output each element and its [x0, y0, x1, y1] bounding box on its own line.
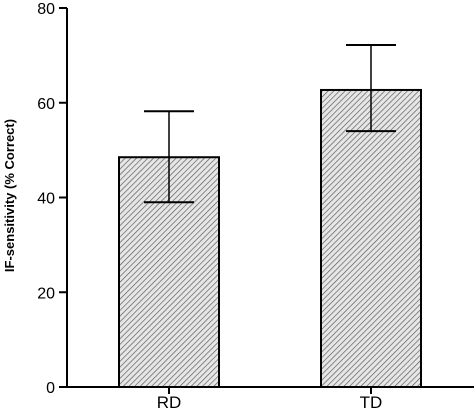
y-tick-label: 0	[46, 380, 55, 397]
y-axis-title: IF-sensitivity (% Correct)	[2, 119, 17, 272]
tick-labels: 0 20 40 60 80 RD TD	[37, 1, 382, 409]
y-tick-label: 80	[37, 1, 55, 18]
error-bars	[144, 43, 396, 204]
y-tick-label: 40	[37, 191, 55, 208]
x-tick-label-td: TD	[360, 393, 383, 409]
x-tick-label-rd: RD	[157, 393, 182, 409]
bar-td	[320, 88, 422, 389]
y-tick-label: 60	[37, 96, 55, 113]
y-tick-label: 20	[37, 285, 55, 302]
bars	[118, 88, 422, 389]
